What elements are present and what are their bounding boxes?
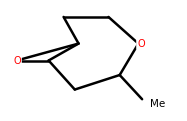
Text: O: O	[13, 56, 21, 65]
Text: O: O	[137, 39, 145, 49]
Text: Me: Me	[150, 99, 165, 109]
